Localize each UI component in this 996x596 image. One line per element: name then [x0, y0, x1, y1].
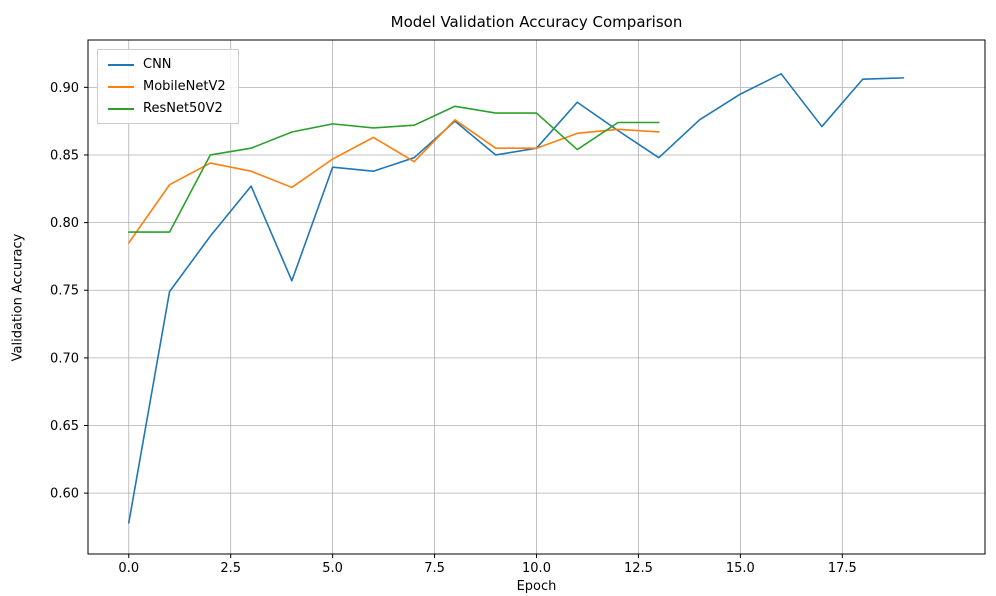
- legend-line-swatch: [108, 107, 134, 110]
- x-tick-label: 17.5: [828, 561, 857, 576]
- legend-label: MobileNetV2: [143, 79, 226, 94]
- legend: CNN MobileNetV2 ResNet50V2: [97, 49, 239, 124]
- x-axis-label: Epoch: [516, 579, 557, 594]
- y-tick-label: 0.90: [50, 81, 79, 96]
- y-tick-label: 0.80: [50, 216, 79, 231]
- legend-label: ResNet50V2: [143, 101, 223, 116]
- x-tick-label: 10.0: [522, 561, 551, 576]
- legend-line-swatch: [108, 63, 134, 66]
- y-tick-label: 0.65: [50, 419, 79, 434]
- y-tick-label: 0.70: [50, 351, 79, 366]
- x-tick-label: 0.0: [118, 561, 139, 576]
- x-tick-label: 15.0: [726, 561, 755, 576]
- x-tick-label: 7.5: [424, 561, 445, 576]
- x-tick-label: 5.0: [322, 561, 343, 576]
- x-tick-label: 2.5: [220, 561, 241, 576]
- x-tick-label: 12.5: [624, 561, 653, 576]
- chart-title: Model Validation Accuracy Comparison: [390, 13, 683, 31]
- legend-label: CNN: [143, 57, 172, 72]
- y-tick-label: 0.85: [50, 148, 79, 163]
- legend-item-cnn: CNN: [108, 57, 226, 72]
- series-line-cnn: [127, 73, 905, 524]
- y-tick-label: 0.60: [50, 487, 79, 502]
- series-line-resnet50v2: [127, 105, 660, 233]
- legend-line-swatch: [108, 85, 134, 88]
- legend-item-resnet50v2: ResNet50V2: [108, 101, 226, 116]
- legend-item-mobilenetv2: MobileNetV2: [108, 79, 226, 94]
- series-line-mobilenetv2: [127, 119, 660, 244]
- y-tick-label: 0.75: [50, 284, 79, 299]
